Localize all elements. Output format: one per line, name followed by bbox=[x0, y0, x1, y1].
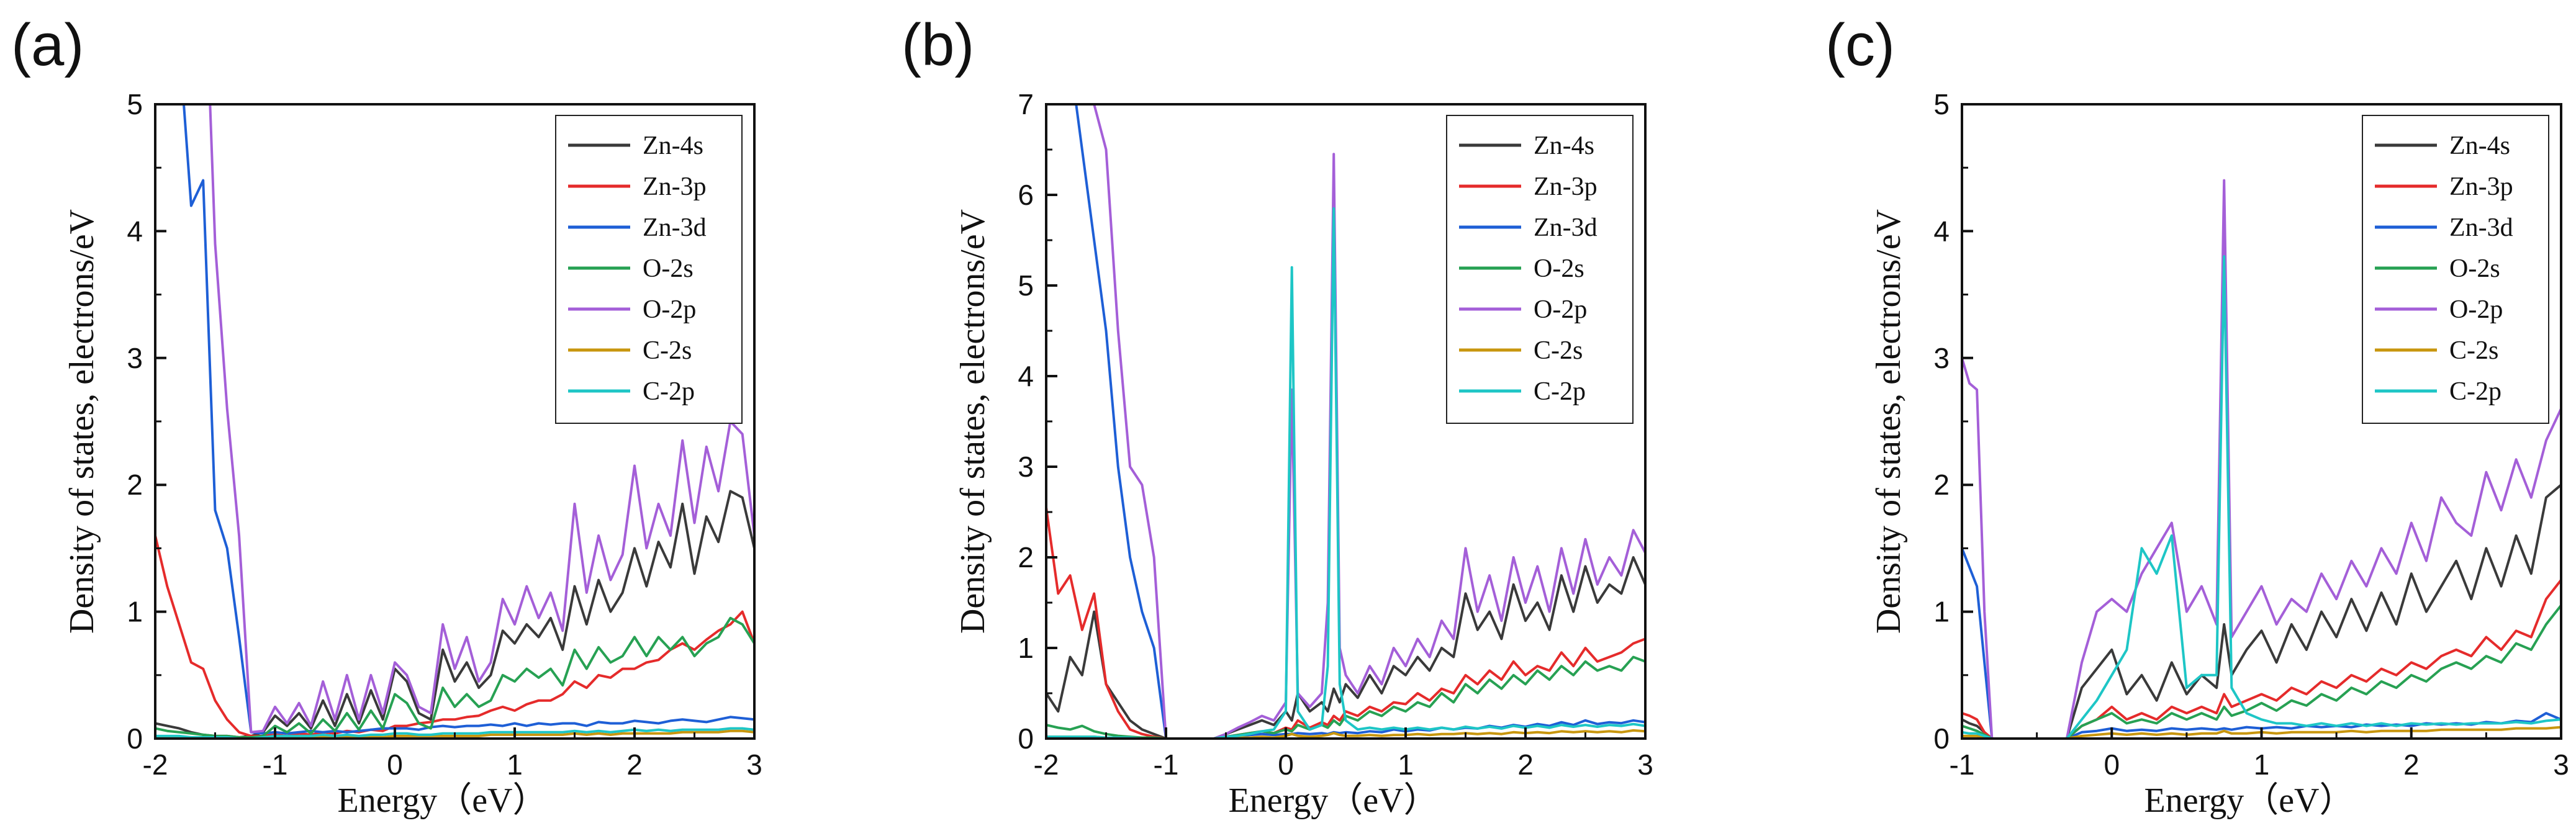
series-line-c-2p bbox=[1046, 207, 1645, 739]
x-tick-label: -2 bbox=[143, 748, 168, 781]
legend-label-o-2s: O-2s bbox=[1534, 254, 1584, 283]
x-tick-label: -1 bbox=[1950, 748, 1975, 781]
legend-label-zn-4s: Zn-4s bbox=[2449, 132, 2510, 160]
y-tick-label: 4 bbox=[1018, 360, 1034, 392]
x-tick-label: 1 bbox=[1398, 748, 1414, 781]
series-line-c-2s bbox=[1046, 729, 1645, 739]
y-tick-label: 5 bbox=[1018, 269, 1034, 302]
x-tick-label: -2 bbox=[1034, 748, 1059, 781]
series-line-o-2p bbox=[209, 104, 754, 734]
x-tick-label: 3 bbox=[1637, 748, 1653, 781]
x-axis-title: Energy（eV） bbox=[338, 781, 548, 820]
x-tick-label: 1 bbox=[2254, 748, 2270, 781]
x-tick-label: 0 bbox=[1278, 748, 1294, 781]
series-line-c-2p bbox=[1962, 255, 2561, 739]
x-tick-label: 3 bbox=[2553, 748, 2569, 781]
legend-label-zn-3d: Zn-3d bbox=[1534, 213, 1598, 242]
legend-label-o-2s: O-2s bbox=[643, 254, 694, 283]
legend-label-c-2s: C-2s bbox=[2449, 336, 2498, 365]
legend-label-c-2s: C-2s bbox=[643, 336, 692, 365]
legend-label-o-2p: O-2p bbox=[1534, 295, 1587, 324]
y-tick-label: 3 bbox=[127, 342, 143, 374]
y-tick-label: 2 bbox=[127, 469, 143, 501]
series-line-o-2s bbox=[1962, 605, 2561, 739]
legend-label-o-2p: O-2p bbox=[2449, 295, 2503, 324]
y-tick-label: 6 bbox=[1018, 179, 1034, 211]
y-tick-label: 0 bbox=[127, 722, 143, 755]
series-line-zn-4s bbox=[155, 490, 754, 739]
y-tick-label: 0 bbox=[1933, 722, 1950, 755]
chart-1: -2 -1 0 1 2 3 0 1 2 3 4 5 Energy（eV） Density of state… bbox=[63, 88, 762, 820]
y-tick-label: 7 bbox=[1018, 88, 1034, 120]
legend-label-c-2p: C-2p bbox=[2449, 377, 2501, 406]
legend-label-zn-3p: Zn-3p bbox=[2449, 173, 2513, 201]
y-tick-label: 4 bbox=[127, 215, 143, 247]
legend-label-zn-3p: Zn-3p bbox=[1534, 173, 1598, 201]
series-line-o-2s bbox=[155, 616, 754, 739]
legend: Zn-4s Zn-3p Zn-3d O-2s O-2p C-2s C-2p bbox=[2362, 115, 2549, 424]
chart-2: -2 -1 0 1 2 3 0 1 2 3 4 5 6 7 Energy（eV） Density of sta… bbox=[954, 88, 1653, 820]
panel-label-a: (a) bbox=[11, 12, 84, 78]
series-line-o-2p bbox=[1962, 179, 2561, 739]
y-tick-label: 3 bbox=[1018, 451, 1034, 483]
y-axis-title: Density of states, electrons/eV bbox=[1869, 209, 1908, 634]
y-tick-label: 5 bbox=[127, 88, 143, 120]
y-axis-title: Density of states, electrons/eV bbox=[63, 209, 101, 634]
x-tick-label: -1 bbox=[1154, 748, 1179, 781]
legend-label-o-2p: O-2p bbox=[643, 295, 696, 324]
x-tick-label: 1 bbox=[507, 748, 523, 781]
y-tick-label: 2 bbox=[1018, 541, 1034, 573]
series-line-zn-3d bbox=[1962, 547, 2561, 739]
y-tick-label: 0 bbox=[1018, 722, 1034, 755]
series-line-zn-3d bbox=[1075, 104, 1645, 739]
y-tick-label: 4 bbox=[1933, 215, 1950, 247]
x-tick-label: 2 bbox=[1517, 748, 1534, 781]
legend-label-zn-4s: Zn-4s bbox=[1534, 132, 1594, 160]
x-tick-label: 2 bbox=[2403, 748, 2420, 781]
x-axis-title: Energy（eV） bbox=[2144, 781, 2354, 820]
series-line-zn-3p bbox=[1046, 507, 1645, 739]
y-tick-label: 1 bbox=[1018, 632, 1034, 664]
legend: Zn-4s Zn-3p Zn-3d O-2s O-2p C-2s C-2p bbox=[555, 115, 743, 424]
y-tick-label: 5 bbox=[1933, 88, 1950, 120]
series-line-zn-4s bbox=[1046, 556, 1645, 739]
y-tick-label: 2 bbox=[1933, 469, 1950, 501]
legend: Zn-4s Zn-3p Zn-3d O-2s O-2p C-2s C-2p bbox=[1446, 115, 1634, 424]
panel-label-b: (b) bbox=[902, 12, 975, 78]
x-tick-label: 0 bbox=[387, 748, 403, 781]
legend-label-c-2p: C-2p bbox=[643, 377, 695, 406]
series-line-c-2s bbox=[1962, 726, 2561, 739]
series-group bbox=[1962, 179, 2561, 739]
y-tick-label: 1 bbox=[127, 596, 143, 628]
legend-label-c-2p: C-2p bbox=[1534, 377, 1586, 406]
legend-label-zn-3d: Zn-3d bbox=[643, 213, 707, 242]
series-line-zn-3p bbox=[1962, 579, 2561, 739]
legend-label-zn-4s: Zn-4s bbox=[643, 132, 703, 160]
legend-label-zn-3d: Zn-3d bbox=[2449, 213, 2513, 242]
legend-label-c-2s: C-2s bbox=[1534, 336, 1583, 365]
legend-label-o-2s: O-2s bbox=[2449, 254, 2500, 283]
y-axis-title: Density of states, electrons/eV bbox=[954, 209, 992, 634]
x-axis-title: Energy（eV） bbox=[1229, 781, 1439, 820]
x-tick-label: -1 bbox=[263, 748, 288, 781]
legend-label-zn-3p: Zn-3p bbox=[643, 173, 707, 201]
panel-label-c: (c) bbox=[1825, 12, 1895, 78]
x-tick-label: 0 bbox=[2104, 748, 2120, 781]
y-tick-label: 3 bbox=[1933, 342, 1950, 374]
series-line-zn-4s bbox=[1962, 483, 2561, 739]
series-group bbox=[155, 104, 754, 739]
y-tick-label: 1 bbox=[1933, 596, 1950, 628]
x-tick-label: 2 bbox=[626, 748, 643, 781]
x-tick-label: 3 bbox=[746, 748, 762, 781]
